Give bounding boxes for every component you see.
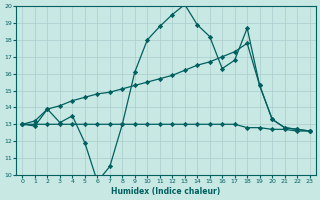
X-axis label: Humidex (Indice chaleur): Humidex (Indice chaleur) <box>111 187 221 196</box>
